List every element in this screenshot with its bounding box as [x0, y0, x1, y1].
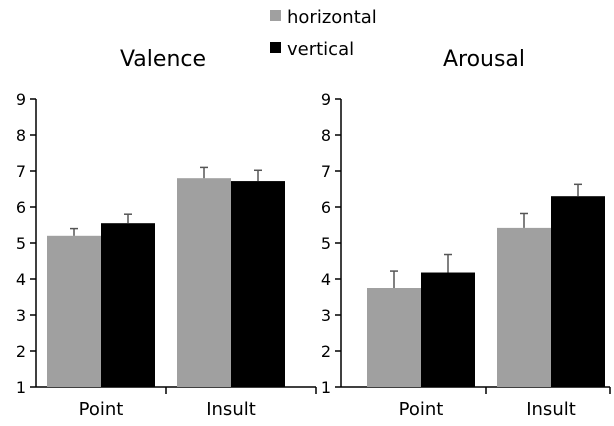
y-tick-label-0-7: 7 [16, 162, 26, 181]
bar-1-insult-horizontal [497, 227, 551, 387]
y-tick-label-0-5: 5 [16, 234, 26, 253]
bar-0-point-vertical [101, 223, 155, 387]
y-tick-label-0-6: 6 [16, 198, 26, 217]
y-tick-label-0-9: 9 [16, 90, 26, 109]
panel-title-0: Valence [120, 47, 206, 72]
bar-0-point-horizontal [47, 235, 101, 387]
category-label-0-point: Point [79, 399, 124, 420]
legend-swatch-vertical [270, 42, 281, 53]
y-tick-label-0-2: 2 [16, 342, 26, 361]
y-tick-label-1-6: 6 [321, 198, 331, 217]
y-tick-label-1-5: 5 [321, 234, 331, 253]
y-tick-label-1-8: 8 [321, 126, 331, 145]
legend: horizontal vertical [270, 7, 377, 60]
y-tick-label-1-9: 9 [321, 90, 331, 109]
category-label-1-insult: Insult [526, 399, 576, 420]
bar-1-point-horizontal [367, 288, 421, 387]
bar-1-point-vertical [421, 272, 475, 387]
y-tick-label-0-1: 1 [16, 378, 26, 397]
y-tick-label-1-1: 1 [321, 378, 331, 397]
legend-label-vertical: vertical [287, 39, 354, 60]
y-tick-label-1-2: 2 [321, 342, 331, 361]
category-label-1-point: Point [399, 399, 444, 420]
y-tick-label-0-8: 8 [16, 126, 26, 145]
legend-swatch-horizontal [270, 10, 281, 21]
legend-label-horizontal: horizontal [287, 7, 377, 28]
category-label-0-insult: Insult [206, 399, 256, 420]
y-tick-label-1-3: 3 [321, 306, 331, 325]
panel-title-1: Arousal [443, 47, 525, 72]
y-tick-label-0-4: 4 [16, 270, 26, 289]
y-tick-label-1-7: 7 [321, 162, 331, 181]
y-tick-label-1-4: 4 [321, 270, 331, 289]
bar-0-insult-vertical [231, 181, 285, 387]
bar-0-insult-horizontal [177, 178, 231, 387]
bar-1-insult-vertical [551, 196, 605, 387]
y-tick-label-0-3: 3 [16, 306, 26, 325]
